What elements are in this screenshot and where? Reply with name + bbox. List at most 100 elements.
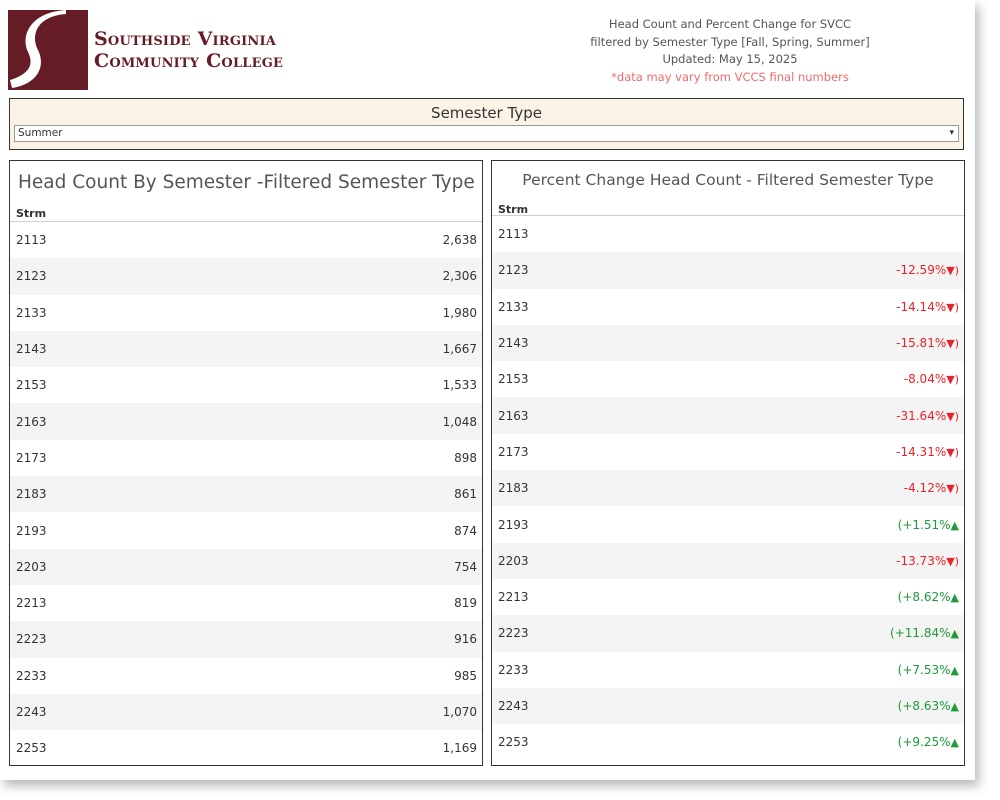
table-row[interactable]: 2223 (+11.84%▲ bbox=[492, 615, 964, 652]
headcount-cell: 985 bbox=[454, 669, 477, 683]
headcount-panel: Head Count By Semester -Filtered Semeste… bbox=[9, 160, 483, 766]
percent-change-cell: (+8.62%▲ bbox=[898, 590, 959, 604]
value-text: -4.12% bbox=[903, 481, 947, 496]
table-row[interactable]: 2113 2,638 bbox=[10, 222, 482, 258]
table-row[interactable]: 2163 1,048 bbox=[10, 403, 482, 440]
report-info: Head Count and Percent Change for SVCC f… bbox=[560, 16, 900, 86]
table-row[interactable]: 2183 861 bbox=[10, 476, 482, 513]
strm-cell: 2253 bbox=[498, 735, 529, 750]
strm-cell: 2203 bbox=[16, 559, 47, 574]
headcount-table-body: 2113 2,638 2123 2,306 2133 1,980 2143 1,667 2153… bbox=[10, 222, 482, 766]
table-row[interactable]: 2233 (+7.53%▲ bbox=[492, 652, 964, 688]
table-row[interactable]: 2143 -15.81%▼) bbox=[492, 324, 964, 362]
table-row[interactable]: 2243 (+8.63%▲ bbox=[492, 687, 964, 725]
disclaimer-note: *data may vary from VCCS final numbers bbox=[611, 69, 849, 84]
value-text: -13.73% bbox=[896, 553, 947, 568]
value-text: 898 bbox=[454, 450, 477, 465]
semester-type-dropdown[interactable]: Summer ▾ bbox=[14, 125, 959, 142]
percent-change-table-body: 2113 2123 -12.59%▼) 2133 -14.14%▼) 2143 -15.81… bbox=[492, 216, 964, 760]
strm-cell: 2163 bbox=[498, 408, 529, 423]
table-row[interactable]: 2223 916 bbox=[10, 621, 482, 658]
chevron-down-icon[interactable]: ▾ bbox=[949, 128, 954, 138]
table-row[interactable]: 2243 1,070 bbox=[10, 693, 482, 731]
semester-type-filter: Semester Type Summer ▾ bbox=[9, 98, 964, 150]
headcount-cell: 2,638 bbox=[443, 233, 477, 247]
headcount-cell: 1,048 bbox=[443, 415, 477, 429]
table-row[interactable]: 2123 2,306 bbox=[10, 258, 482, 295]
table-row[interactable]: 2173 -14.31%▼) bbox=[492, 434, 964, 470]
table-row[interactable]: 2203 -13.73%▼) bbox=[492, 542, 964, 579]
strm-cell: 2183 bbox=[498, 481, 529, 496]
strm-cell: 2243 bbox=[16, 705, 47, 719]
table-row[interactable]: 2123 -12.59%▼) bbox=[492, 252, 964, 289]
table-row[interactable]: 2153 1,533 bbox=[10, 367, 482, 403]
value-text: 754 bbox=[454, 559, 477, 574]
strm-cell: 2123 bbox=[498, 263, 529, 278]
percent-change-cell: (+11.84%▲ bbox=[890, 626, 959, 640]
table-row[interactable]: 2173 898 bbox=[10, 440, 482, 476]
up-arrow-icon: ▲ bbox=[950, 736, 959, 750]
down-arrow-icon: ▼) bbox=[946, 300, 959, 314]
report-title: Head Count and Percent Change for SVCC bbox=[608, 17, 852, 31]
logo-wordmark: Southside Virginia Community College bbox=[94, 28, 283, 72]
strm-cell: 2223 bbox=[16, 632, 47, 647]
strm-cell: 2243 bbox=[498, 699, 529, 713]
value-text: -8.04% bbox=[903, 372, 947, 387]
percent-change-cell: -8.04%▼) bbox=[904, 372, 959, 386]
headcount-cell: 916 bbox=[454, 632, 477, 646]
value-text: 2,638 bbox=[442, 233, 477, 248]
percent-change-cell: -31.64%▼) bbox=[896, 409, 959, 423]
value-text: (+1.51% bbox=[897, 517, 951, 532]
value-text: 1,048 bbox=[442, 414, 477, 429]
strm-cell: 2223 bbox=[498, 626, 529, 641]
table-row[interactable]: 2183 -4.12%▼) bbox=[492, 470, 964, 507]
table-row[interactable]: 2233 985 bbox=[10, 658, 482, 694]
headcount-cell: 1,980 bbox=[443, 306, 477, 320]
table-row[interactable]: 2253 1,169 bbox=[10, 730, 482, 766]
table-row[interactable]: 2133 -14.14%▼) bbox=[492, 289, 964, 325]
value-text: -31.64% bbox=[896, 408, 947, 423]
headcount-cell: 1,070 bbox=[443, 705, 477, 719]
strm-cell: 2193 bbox=[16, 523, 47, 538]
percent-change-cell: -4.12%▼) bbox=[904, 481, 959, 495]
table-row[interactable]: 2163 -31.64%▼) bbox=[492, 397, 964, 434]
headcount-cell: 754 bbox=[454, 560, 477, 574]
updated-date: Updated: May 15, 2025 bbox=[662, 52, 798, 66]
logo-line-2: Community College bbox=[94, 50, 284, 72]
table-row[interactable]: 2153 -8.04%▼) bbox=[492, 361, 964, 397]
value-text: 1,667 bbox=[442, 342, 477, 357]
value-text: -14.31% bbox=[896, 444, 947, 459]
table-row[interactable]: 2143 1,667 bbox=[10, 330, 482, 368]
down-arrow-icon: ▼) bbox=[946, 264, 959, 278]
college-logo: Southside Virginia Community College bbox=[8, 10, 283, 90]
up-arrow-icon: ▲ bbox=[950, 591, 959, 605]
table-row[interactable]: 2203 754 bbox=[10, 548, 482, 585]
strm-cell: 2133 bbox=[498, 299, 529, 314]
headcount-cell: 2,306 bbox=[443, 269, 477, 283]
filter-title: Semester Type bbox=[431, 104, 542, 122]
value-text: 819 bbox=[454, 596, 477, 611]
strm-cell: 2183 bbox=[16, 487, 47, 502]
dropdown-selected-value: Summer bbox=[18, 127, 63, 139]
value-text: 1,070 bbox=[442, 705, 477, 719]
value-text: 2,306 bbox=[442, 269, 477, 284]
down-arrow-icon: ▼) bbox=[946, 445, 959, 459]
up-arrow-icon: ▲ bbox=[950, 627, 959, 641]
table-row[interactable]: 2213 (+8.62%▲ bbox=[492, 579, 964, 615]
strm-cell: 2213 bbox=[16, 596, 47, 611]
table-row[interactable]: 2193 (+1.51%▲ bbox=[492, 506, 964, 542]
percent-change-panel: Percent Change Head Count - Filtered Sem… bbox=[491, 160, 965, 766]
table-row[interactable]: 2113 bbox=[492, 216, 964, 252]
table-row[interactable]: 2253 (+9.25%▲ bbox=[492, 724, 964, 760]
table-row[interactable]: 2193 874 bbox=[10, 512, 482, 548]
strm-cell: 2113 bbox=[16, 233, 47, 248]
report-subtitle: filtered by Semester Type [Fall, Spring,… bbox=[590, 34, 870, 49]
percent-change-cell: -13.73%▼) bbox=[896, 554, 959, 568]
strm-cell: 2143 bbox=[16, 342, 47, 357]
strm-cell: 2233 bbox=[16, 668, 47, 683]
value-text: 916 bbox=[454, 632, 477, 647]
table-row[interactable]: 2213 819 bbox=[10, 585, 482, 621]
table-row[interactable]: 2133 1,980 bbox=[10, 295, 482, 331]
percent-change-cell: (+8.63%▲ bbox=[898, 699, 959, 713]
strm-cell: 2113 bbox=[498, 227, 529, 242]
